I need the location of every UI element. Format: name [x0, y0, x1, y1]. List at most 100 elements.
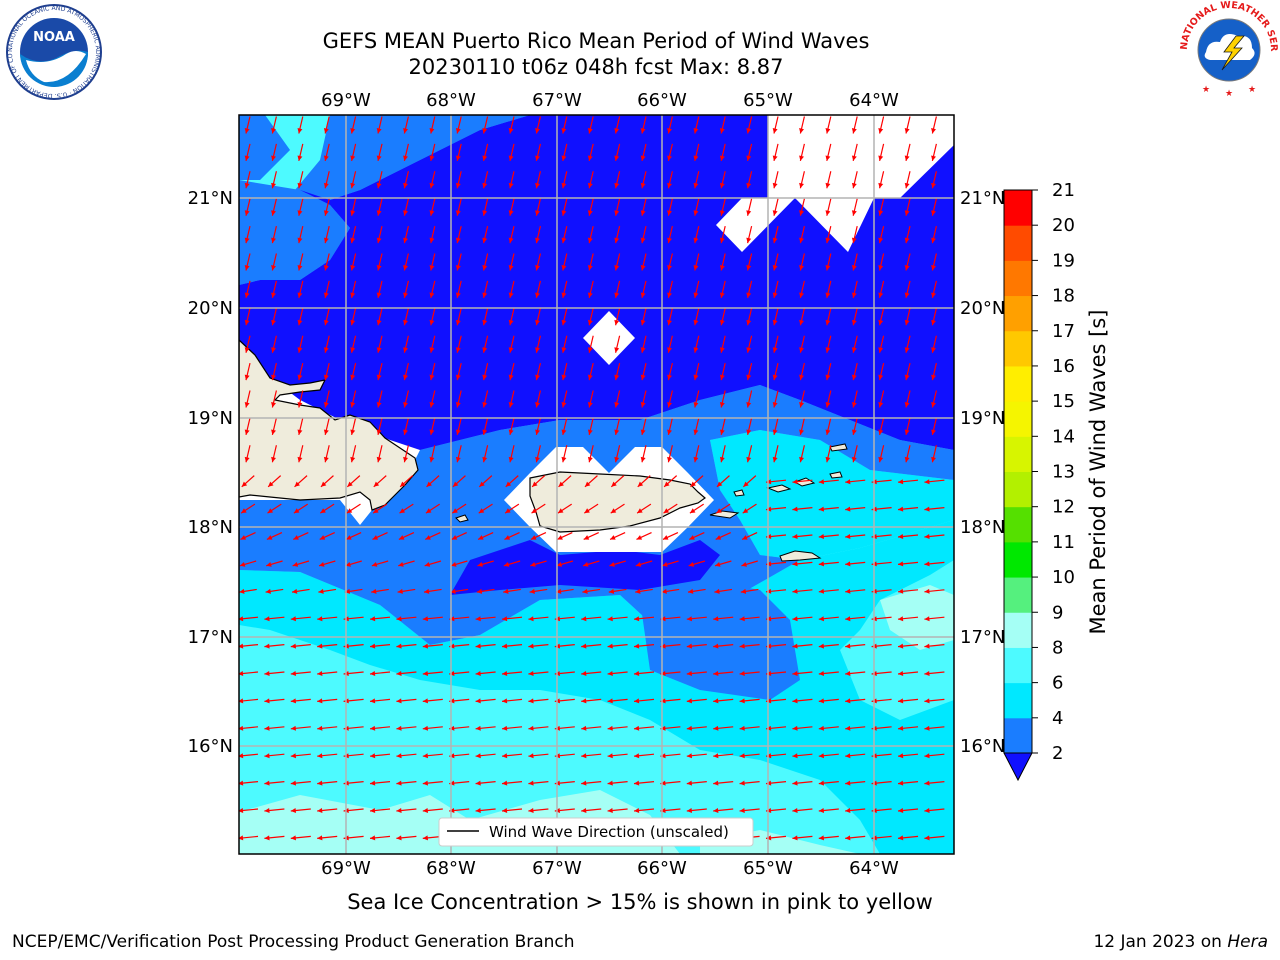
direction-arrowhead: [610, 535, 616, 540]
direction-arrowhead: [898, 753, 904, 759]
direction-arrowhead: [581, 808, 587, 813]
direction-arrowhead: [851, 265, 857, 271]
direction-arrowhead: [241, 481, 248, 487]
direction-arrowhead: [693, 292, 699, 298]
wave-period-band-4-6: [239, 520, 954, 854]
direction-arrowhead: [878, 347, 884, 353]
direction-arrowhead: [739, 725, 745, 731]
footer-branch: NCEP/EMC/Verification Post Processing Pr…: [12, 932, 575, 952]
direction-arrowhead: [449, 616, 455, 622]
direction-arrowhead: [640, 319, 646, 326]
direction-arrowhead: [746, 402, 752, 408]
direction-arrowhead: [267, 508, 274, 514]
mona-island-land: [455, 514, 469, 523]
direction-arrowhead: [772, 237, 778, 244]
direction-arrowhead: [528, 671, 534, 676]
direction-arrowhead: [878, 456, 884, 463]
map-title: GEFS MEAN Puerto Rico Mean Period of Win…: [322, 29, 870, 53]
direction-arrowhead: [640, 210, 646, 216]
direction-arrowhead: [693, 237, 699, 244]
direction-arrowhead: [403, 155, 408, 161]
direction-arrowhead: [264, 780, 270, 786]
direction-arrowhead: [825, 319, 831, 326]
direction-arrowhead: [271, 374, 276, 381]
direction-arrowhead: [449, 753, 455, 759]
direction-arrowhead: [818, 753, 825, 759]
direction-arrowhead: [799, 429, 804, 435]
direction-arrowhead: [482, 319, 488, 326]
direction-arrowhead: [634, 808, 640, 813]
wave-period-band-2-4: [239, 180, 350, 285]
direction-arrowhead: [931, 347, 936, 353]
direction-arrowhead: [508, 265, 514, 271]
direction-arrowhead: [741, 561, 747, 567]
direction-arrowhead: [607, 780, 613, 786]
direction-arrowhead: [455, 155, 461, 161]
direction-arrowhead: [715, 561, 721, 567]
direction-arrowhead: [924, 506, 930, 512]
direction-arrowhead: [845, 616, 851, 622]
direction-arrowhead: [297, 456, 303, 463]
direction-arrowhead: [396, 808, 402, 813]
direction-arrowhead: [244, 265, 250, 271]
direction-arrowhead: [719, 319, 725, 326]
direction-arrowhead: [323, 319, 329, 326]
direction-arrowhead: [719, 182, 725, 189]
direction-arrowhead: [370, 835, 376, 841]
direction-arrowhead: [640, 429, 646, 435]
direction-arrowhead: [429, 347, 435, 353]
direction-arrowhead: [561, 210, 567, 216]
direction-arrowhead: [244, 456, 250, 463]
direction-arrowhead: [799, 128, 804, 134]
direction-arrowhead: [792, 479, 798, 485]
direction-arrowhead: [532, 481, 538, 487]
lon-label-bottom: 65°W: [743, 858, 793, 879]
direction-arrowhead: [317, 671, 323, 676]
lightning-icon: [1221, 35, 1245, 71]
direction-arrowhead: [898, 780, 904, 786]
direction-arrowhead: [931, 402, 936, 408]
direction-arrowhead: [271, 182, 276, 189]
direction-arrowhead: [535, 265, 540, 271]
direction-arrowhead: [825, 374, 831, 381]
direction-arrowhead: [818, 808, 825, 813]
direction-arrowhead: [376, 155, 382, 161]
direction-arrowhead: [376, 128, 382, 134]
direction-arrowhead: [290, 698, 297, 704]
direction-arrowhead: [455, 210, 461, 216]
direction-arrowhead: [931, 128, 936, 134]
direction-arrowhead: [607, 725, 613, 731]
direction-arrowhead: [323, 429, 329, 435]
lon-label-top: 67°W: [532, 90, 582, 111]
direction-arrowhead: [878, 128, 884, 134]
direction-arrowhead: [845, 506, 851, 512]
direction-arrowhead: [319, 535, 326, 540]
direction-arrowhead: [851, 374, 857, 381]
direction-arrowhead: [640, 402, 646, 408]
direction-arrowhead: [640, 456, 646, 463]
direction-arrowhead: [818, 835, 825, 841]
direction-arrowhead: [561, 292, 567, 298]
direction-arrowhead: [719, 292, 725, 298]
direction-arrowhead: [607, 643, 613, 649]
direction-arrowhead: [475, 616, 481, 622]
direction-arrowhead: [239, 753, 244, 759]
direction-arrowhead: [667, 292, 672, 298]
lon-label-top: 68°W: [426, 90, 476, 111]
direction-arrowhead: [350, 210, 356, 216]
colorbar-tick-label: 2: [1052, 743, 1063, 764]
direction-arrowhead: [266, 561, 272, 567]
colorbar-segment: [1004, 436, 1032, 472]
direction-arrowhead: [772, 429, 778, 435]
direction-arrowhead: [693, 265, 699, 271]
direction-arrowhead: [297, 182, 303, 189]
direction-arrowhead: [350, 237, 356, 244]
direction-arrowhead: [482, 210, 488, 216]
direction-arrowhead: [799, 210, 804, 216]
direction-arrowhead: [614, 456, 620, 463]
direction-arrowhead: [403, 265, 408, 271]
direction-arrowhead: [713, 698, 719, 704]
colorbar-tick-label: 17: [1052, 321, 1075, 342]
direction-arrowhead: [845, 643, 851, 649]
direction-arrowhead: [660, 616, 666, 622]
